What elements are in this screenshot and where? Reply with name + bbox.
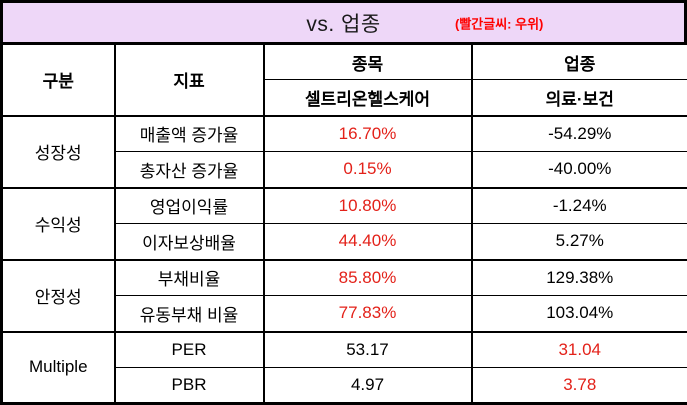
indicator-cell: 이자보상배율: [113, 223, 265, 260]
table-row-sales-growth: 성장성 매출액 증가율 16.70% -54.29%: [0, 114, 687, 188]
indicator-cell: 영업이익률: [113, 186, 265, 224]
industry-value-cell: 3.78: [470, 367, 687, 404]
industry-value-cell: -40.00%: [470, 151, 687, 188]
indicator-cell: PER: [113, 330, 265, 368]
industry-value-cell: 5.27%: [470, 223, 687, 260]
comparison-table: 구분 지표 종목 업종 셀트리온헬스케어 의료·보건 성장성 매출액 증가율 1…: [0, 42, 687, 405]
header-industry: 업종: [470, 43, 687, 80]
table-row-interest-coverage: 이자보상배율 44.40% 5.27%: [2, 223, 687, 260]
stock-value-cell: 44.40%: [262, 223, 473, 260]
group-cell-profitability: 수익성: [0, 186, 116, 260]
indicator-cell: 매출액 증가율: [113, 114, 265, 152]
stock-value-cell: 4.97: [262, 367, 473, 404]
table-row-per: Multiple PER 53.17 31.04: [0, 330, 687, 404]
indicator-cell: 총자산 증가율: [113, 151, 265, 188]
header-row-names: 셀트리온헬스케어 의료·보건: [2, 79, 687, 117]
header-group: 구분: [0, 43, 116, 116]
title-band: vs. 업종 (빨간글씨: 우위): [0, 0, 687, 42]
group-cell-stability: 안정성: [0, 258, 116, 332]
indicator-cell: 부채비율: [113, 258, 265, 296]
page-title: vs. 업종: [306, 12, 381, 36]
stock-value-cell: 0.15%: [262, 151, 473, 188]
table-row-operating-margin: 수익성 영업이익률 10.80% -1.24%: [0, 186, 687, 260]
stock-name: 셀트리온헬스케어: [262, 79, 473, 117]
stock-value-cell: 16.70%: [262, 114, 473, 152]
stock-value-cell: 10.80%: [262, 186, 473, 224]
industry-value-cell: 31.04: [470, 330, 687, 368]
indicator-cell: 유동부채 비율: [113, 295, 265, 332]
industry-value-cell: -1.24%: [470, 186, 687, 224]
header-indicator: 지표: [113, 43, 265, 116]
header-stock: 종목: [262, 43, 473, 80]
table-row-asset-growth: 총자산 증가율 0.15% -40.00%: [2, 151, 687, 188]
table-row-pbr: PBR 4.97 3.78: [2, 367, 687, 404]
group-cell-multiple: Multiple: [0, 330, 116, 404]
stock-value-cell: 77.83%: [262, 295, 473, 332]
indicator-cell: PBR: [113, 367, 265, 404]
group-cell-growth: 성장성: [0, 114, 116, 188]
legend-note: (빨간글씨: 우위): [455, 16, 544, 31]
industry-value-cell: 103.04%: [470, 295, 687, 332]
industry-value-cell: -54.29%: [470, 114, 687, 152]
stock-value-cell: 85.80%: [262, 258, 473, 296]
industry-name: 의료·보건: [470, 79, 687, 117]
industry-value-cell: 129.38%: [470, 258, 687, 296]
header-row-top: 구분 지표 종목 업종: [0, 43, 687, 116]
table-row-current-liabilities: 유동부채 비율 77.83% 103.04%: [2, 295, 687, 332]
stock-value-cell: 53.17: [262, 330, 473, 368]
table-row-debt-ratio: 안정성 부채비율 85.80% 129.38%: [0, 258, 687, 332]
